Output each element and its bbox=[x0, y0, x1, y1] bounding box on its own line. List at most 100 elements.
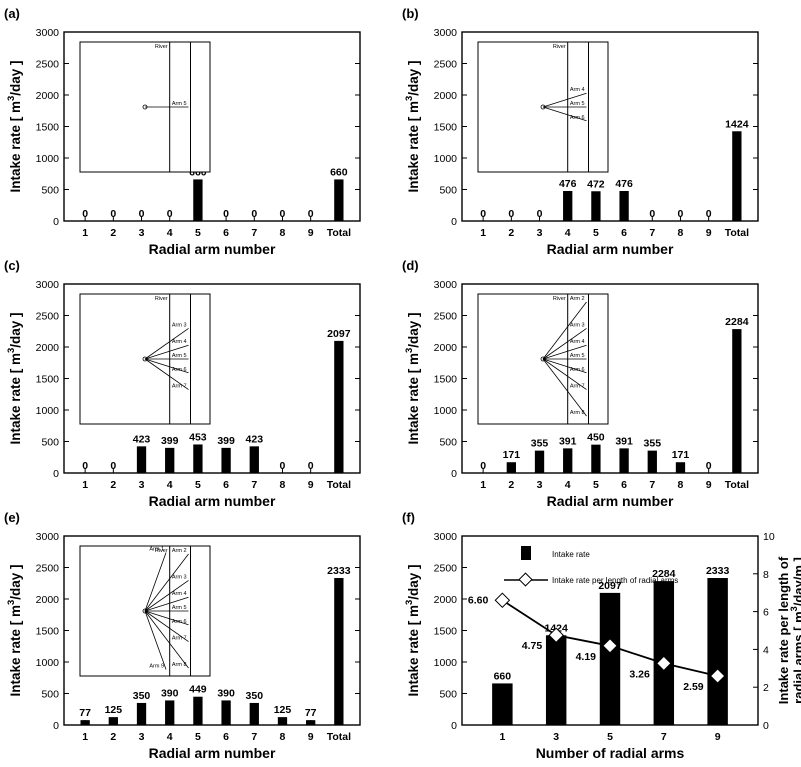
bar bbox=[136, 446, 147, 473]
radial-arm-line bbox=[144, 610, 167, 670]
radial-arm-line bbox=[542, 106, 587, 122]
radial-arm-label: Arm 4 bbox=[570, 87, 585, 93]
bar-value-label: 171 bbox=[503, 449, 521, 461]
bar-value-label: 0 bbox=[280, 208, 286, 220]
line-point-marker bbox=[656, 655, 672, 672]
y-tick-label: 1000 bbox=[36, 405, 60, 417]
bar bbox=[334, 578, 344, 725]
bar bbox=[534, 450, 545, 473]
radial-arm-label: Arm 6 bbox=[172, 367, 187, 373]
bar bbox=[165, 447, 175, 473]
bar-value-label: 660 bbox=[330, 166, 348, 178]
y2-tick-label: 0 bbox=[763, 720, 769, 732]
bar bbox=[277, 717, 288, 725]
x-tick-label: 3 bbox=[139, 731, 145, 743]
y-tick-label: 500 bbox=[41, 185, 59, 197]
y-tick-label: 1500 bbox=[434, 626, 458, 638]
radial-arm-line bbox=[144, 580, 189, 612]
bar-value-label: 0 bbox=[167, 208, 173, 220]
panel-label: (e) bbox=[4, 510, 20, 525]
bar-value-label: 449 bbox=[189, 684, 207, 696]
x-axis-label: Radial arm number bbox=[547, 241, 674, 257]
x-tick-label: 2 bbox=[508, 479, 514, 491]
radial-arm-label: Arm 8 bbox=[172, 662, 187, 668]
bar-value-label: 453 bbox=[189, 431, 207, 443]
x-tick-label: 7 bbox=[661, 731, 667, 743]
line-point-marker bbox=[602, 638, 618, 654]
bar bbox=[249, 702, 259, 725]
bar-value-label: 0 bbox=[537, 208, 543, 220]
line-value-label: 2.59 bbox=[683, 681, 704, 693]
bar bbox=[80, 720, 90, 725]
bar bbox=[647, 450, 657, 473]
y-tick-label: 500 bbox=[41, 437, 59, 449]
y2-tick-label: 6 bbox=[763, 607, 769, 619]
y-tick-label: 500 bbox=[439, 185, 457, 197]
y-tick-label: 2500 bbox=[36, 563, 60, 575]
x-tick-label: 9 bbox=[715, 731, 721, 743]
y-tick-label: 0 bbox=[451, 720, 457, 732]
chart-panel-4: (d) 0 500 1000 1500 2000 2500 3000 1 2 3 4 5 6 7 8 9 Tota… bbox=[402, 258, 759, 509]
x-tick-label: 3 bbox=[553, 731, 559, 743]
y-tick-label: 0 bbox=[53, 720, 59, 732]
legend-marker-swatch bbox=[518, 572, 533, 587]
y-tick-label: 1500 bbox=[434, 374, 458, 386]
x-tick-label: 3 bbox=[537, 479, 543, 491]
y-tick-label: 2000 bbox=[36, 594, 60, 606]
radial-arm-label: Arm 6 bbox=[570, 367, 585, 373]
bar-value-label: 77 bbox=[79, 707, 91, 719]
bar-value-label: 0 bbox=[308, 208, 314, 220]
radial-arm-label: Arm 3 bbox=[172, 574, 187, 580]
x-axis-label: Radial arm number bbox=[149, 745, 276, 761]
y-tick-label: 2000 bbox=[434, 90, 458, 102]
bar-value-label: 476 bbox=[559, 178, 577, 190]
radial-arm-label: Arm 5 bbox=[172, 353, 187, 359]
river-label: River bbox=[553, 44, 566, 50]
bar-value-label: 423 bbox=[133, 433, 151, 445]
bar-value-label: 0 bbox=[82, 208, 88, 220]
bar-value-label: 660 bbox=[494, 670, 512, 682]
radial-arm-label: Arm 4 bbox=[570, 339, 585, 345]
bar bbox=[249, 446, 259, 473]
x-tick-label: 1 bbox=[480, 227, 486, 239]
y-tick-label: 1000 bbox=[434, 153, 458, 165]
river-label: River bbox=[553, 296, 566, 302]
radial-arm-label: Arm 5 bbox=[570, 353, 585, 359]
bar-value-label: 0 bbox=[706, 460, 712, 472]
x-tick-label: 5 bbox=[593, 227, 599, 239]
y-tick-label: 3000 bbox=[36, 279, 60, 291]
x-tick-label: 8 bbox=[678, 479, 684, 491]
x-tick-label: 8 bbox=[280, 731, 286, 743]
x-axis-label: Radial arm number bbox=[547, 493, 674, 509]
radial-arm-label: Arm 7 bbox=[172, 384, 187, 390]
bar bbox=[193, 696, 203, 725]
bar bbox=[599, 592, 621, 725]
y2-tick-label: 4 bbox=[763, 644, 769, 656]
bar-value-label: 390 bbox=[217, 687, 235, 699]
radial-arm-label: Arm 5 bbox=[172, 101, 187, 107]
bar-value-label: 355 bbox=[644, 438, 662, 450]
y2-axis-label-line2: radial arms [ m3/day/m ] bbox=[789, 557, 801, 704]
x-tick-label: 6 bbox=[223, 227, 229, 239]
panel-label: (f) bbox=[402, 510, 415, 525]
y-tick-label: 1500 bbox=[36, 626, 60, 638]
x-tick-label: 1 bbox=[82, 731, 88, 743]
x-tick-label: 8 bbox=[280, 479, 286, 491]
radial-arm-line bbox=[542, 358, 587, 374]
bar-value-label: 472 bbox=[587, 178, 605, 190]
x-tick-label: Total bbox=[327, 479, 351, 491]
bar bbox=[653, 581, 675, 725]
y-tick-label: 3000 bbox=[434, 279, 458, 291]
panel-label: (b) bbox=[402, 6, 419, 21]
bar-value-label: 2097 bbox=[327, 328, 351, 340]
x-tick-label: 5 bbox=[195, 479, 201, 491]
y-tick-label: 3000 bbox=[36, 27, 60, 39]
radial-arm-label: Arm 9 bbox=[149, 664, 164, 670]
y-tick-label: 1500 bbox=[434, 122, 458, 134]
y-tick-label: 1000 bbox=[36, 657, 60, 669]
bar bbox=[591, 444, 601, 473]
bar bbox=[193, 444, 203, 473]
chart-panel-6: (f) 0 500 1000 1500 2000 2500 3000 1 3 5 7 9 Number o… bbox=[402, 510, 801, 761]
radial-arm-line bbox=[542, 358, 587, 417]
